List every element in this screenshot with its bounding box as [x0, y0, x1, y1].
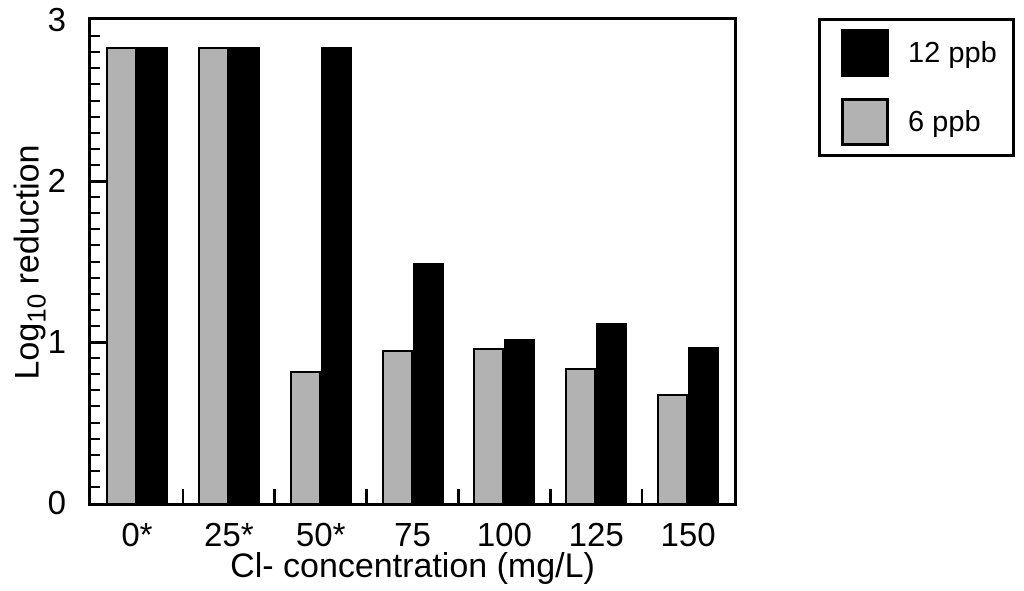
y-axis-minor-tick — [91, 292, 100, 295]
y-axis-minor-tick — [91, 260, 100, 263]
bar — [289, 371, 321, 503]
y-axis-minor-tick — [91, 405, 100, 408]
bar — [381, 350, 413, 503]
y-axis-minor-tick — [91, 276, 100, 279]
y-axis-minor-tick — [91, 389, 100, 392]
legend-item: 12 ppb — [841, 29, 1012, 77]
y-axis-minor-tick — [91, 373, 100, 376]
bar — [197, 47, 229, 503]
x-axis-tick-label: 100 — [476, 516, 532, 553]
y-axis-minor-tick — [91, 51, 100, 54]
bar — [105, 47, 137, 503]
y-axis-tick-label: 1 — [47, 322, 66, 360]
y-axis-title-subscript: 10 — [21, 293, 52, 323]
x-axis-tick-label: 0* — [121, 516, 153, 553]
y-axis-minor-tick — [91, 421, 100, 424]
bar — [565, 368, 597, 503]
y-axis-minor-tick — [91, 212, 100, 215]
bar — [596, 323, 628, 503]
y-axis-minor-tick — [91, 35, 100, 38]
y-axis-minor-tick — [91, 469, 100, 472]
x-axis-tick-label: 150 — [660, 516, 716, 553]
bar — [412, 263, 444, 503]
y-axis-minor-tick — [91, 357, 100, 360]
y-axis-minor-tick — [91, 437, 100, 440]
y-axis-minor-tick — [91, 99, 100, 102]
bar — [504, 339, 536, 503]
y-axis-tick-label: 3 — [47, 0, 66, 38]
bar — [228, 47, 260, 503]
bar — [657, 394, 689, 503]
legend-label: 12 ppb — [908, 36, 997, 69]
x-axis-tick — [457, 489, 460, 503]
y-axis-major-tick — [91, 179, 106, 183]
y-axis-minor-tick — [91, 308, 100, 311]
x-axis-title: Cl- concentration (mg/L) — [230, 547, 595, 585]
bar — [473, 348, 505, 503]
y-axis-minor-tick — [91, 163, 100, 166]
bar — [688, 347, 720, 503]
y-axis-minor-tick — [91, 115, 100, 118]
y-axis-minor-tick — [91, 485, 100, 488]
legend-swatch — [841, 98, 889, 146]
y-axis-minor-tick — [91, 67, 100, 70]
y-axis-major-tick — [91, 340, 106, 344]
y-axis-minor-tick — [91, 83, 100, 86]
legend-swatch — [841, 29, 889, 77]
x-axis-tick — [549, 489, 552, 503]
x-axis-tick-label: 125 — [568, 516, 624, 553]
x-axis-tick — [640, 489, 644, 503]
legend-label: 6 ppb — [908, 105, 981, 138]
x-axis-tick-label: 50* — [295, 516, 346, 553]
y-axis-minor-tick — [91, 131, 100, 134]
x-axis-tick-label: 25* — [204, 516, 254, 553]
y-axis-title: Log10 reduction — [7, 18, 52, 507]
x-axis-tick — [273, 489, 276, 503]
y-axis-minor-tick — [91, 196, 100, 199]
x-axis-tick — [365, 489, 368, 503]
legend-item: 6 ppb — [841, 98, 1012, 146]
bar — [320, 47, 352, 503]
y-axis-minor-tick — [91, 244, 100, 247]
x-axis-tick-label: 75 — [394, 516, 431, 553]
legend: 12 ppb 6 ppb — [818, 18, 1015, 157]
y-axis-minor-tick — [91, 228, 100, 231]
y-axis-minor-tick — [91, 324, 100, 327]
y-axis-tick-label: 0 — [47, 483, 66, 521]
y-axis-tick-label: 2 — [47, 161, 66, 199]
x-axis-tick — [181, 489, 185, 503]
bar — [136, 47, 168, 503]
plot-area — [88, 17, 737, 506]
y-axis-minor-tick — [91, 453, 100, 456]
y-axis-minor-tick — [91, 147, 100, 150]
